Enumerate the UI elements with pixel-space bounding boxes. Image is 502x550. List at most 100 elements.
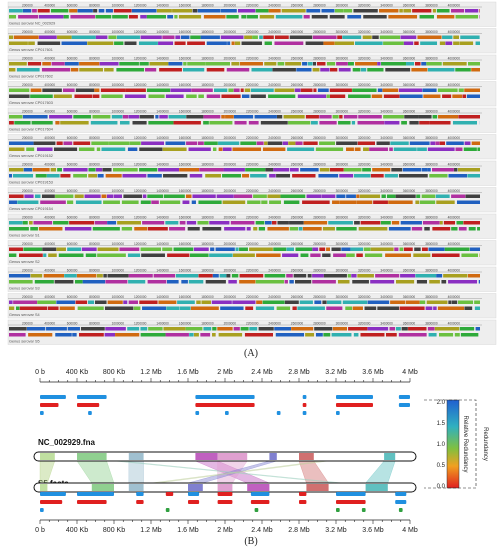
lcb-block (140, 200, 151, 204)
ruler-tick-label: 1800000 (201, 322, 214, 326)
ruler-tick-label: 400000 (44, 57, 55, 61)
lcb-block (64, 274, 77, 278)
lcb-block (276, 174, 291, 178)
ruler-tick-label: 3200000 (358, 295, 371, 299)
ruler-tick-label: 800000 (89, 242, 100, 246)
lcb-block (223, 168, 245, 172)
ruler-tick-label: 2600000 (291, 189, 304, 193)
axis-tick-label: 400 Kb (66, 527, 88, 534)
lcb-block (192, 9, 198, 13)
ruler-tick-label: 1800000 (201, 242, 214, 246)
ruler-tick-label: 1600000 (179, 4, 192, 8)
lcb-block (323, 274, 347, 278)
lcb-block (105, 9, 113, 13)
lcb-block (355, 62, 378, 66)
lcb-block (125, 88, 146, 92)
lcb-block (148, 121, 174, 125)
lcb-block (343, 9, 353, 13)
redundancy-feature (217, 492, 233, 496)
lcb-block (274, 88, 295, 92)
ruler-tick-label: 3400000 (380, 57, 393, 61)
lcb-block (451, 194, 466, 198)
lcb-block (295, 280, 312, 284)
lcb-block (128, 115, 140, 119)
lcb-block (59, 306, 75, 310)
ruler-tick-label: 2000000 (224, 110, 237, 114)
lcb-block (463, 147, 477, 151)
track-background (7, 107, 497, 133)
lcb-block (363, 247, 371, 251)
lcb-block (213, 88, 228, 92)
lcb-block (38, 35, 57, 39)
ruler-tick-label: 2800000 (313, 110, 326, 114)
lcb-block (381, 62, 406, 66)
lcb-block (179, 221, 186, 225)
lcb-block (264, 221, 272, 225)
ruler-tick-label: 2200000 (246, 295, 259, 299)
lcb-block (319, 115, 332, 119)
ruler-tick-label: 1200000 (134, 295, 147, 299)
chromosome-block (217, 453, 248, 460)
lcb-block (167, 15, 174, 19)
lcb-block (471, 141, 480, 145)
lcb-block (165, 94, 184, 98)
lcb-block (70, 15, 96, 19)
lcb-block (64, 62, 79, 66)
ruler-tick-label: 400000 (44, 83, 55, 87)
lcb-block (445, 41, 453, 45)
lcb-block (79, 62, 100, 66)
lcb-block (400, 221, 422, 225)
top-genome-label: NC_002929.fna (38, 438, 95, 447)
lcb-block (415, 274, 437, 278)
ruler-tick-label: 600000 (67, 322, 78, 326)
lcb-block (375, 274, 400, 278)
lcb-block (9, 41, 28, 45)
lcb-block (186, 94, 197, 98)
lcb-block (95, 168, 103, 172)
redundancy-feature (77, 500, 107, 504)
lcb-block (385, 253, 411, 257)
ruler-tick-label: 3600000 (403, 322, 416, 326)
ruler-tick-label: 200000 (22, 322, 33, 326)
ruler-tick-label: 1600000 (179, 295, 192, 299)
lcb-block (280, 194, 306, 198)
ruler-tick-label: 2800000 (313, 4, 326, 8)
ruler-tick-label: 400000 (44, 269, 55, 273)
lcb-block (256, 300, 263, 304)
lcb-block (77, 306, 104, 310)
lcb-block (424, 227, 430, 231)
lcb-block (479, 9, 480, 13)
lcb-block (436, 274, 443, 278)
lcb-block (474, 300, 480, 304)
lcb-block (364, 253, 383, 257)
lcb-block (165, 221, 179, 225)
ruler-tick-label: 800000 (89, 110, 100, 114)
ruler-tick-label: 2800000 (313, 216, 326, 220)
lcb-block (388, 227, 411, 231)
lcb-block (53, 147, 78, 151)
lcb-block (312, 274, 324, 278)
lcb-block (134, 227, 148, 231)
lcb-block (393, 147, 417, 151)
synteny-ribbons (39, 460, 396, 484)
lcb-block (131, 9, 157, 13)
lcb-block (329, 88, 352, 92)
lcb-block (224, 227, 246, 231)
genome-track: 200000 400000 600000 800000 1000000 1200000 14… (7, 293, 497, 319)
lcb-block (381, 194, 386, 198)
lcb-block (448, 174, 468, 178)
lcb-block (159, 68, 182, 72)
lcb-block (218, 147, 223, 151)
ruler-tick-label: 2800000 (313, 189, 326, 193)
lcb-block (437, 306, 465, 310)
ruler-tick-label: 3000000 (336, 322, 349, 326)
lcb-block (289, 35, 313, 39)
lcb-block (464, 9, 479, 13)
lcb-block (9, 141, 34, 145)
lcb-block (47, 306, 59, 310)
ruler-tick-label: 1200000 (134, 57, 147, 61)
lcb-block (22, 221, 28, 225)
ruler-tick-label: 2600000 (291, 163, 304, 167)
ruler-tick-label: 2000000 (224, 83, 237, 87)
lcb-block (107, 274, 129, 278)
